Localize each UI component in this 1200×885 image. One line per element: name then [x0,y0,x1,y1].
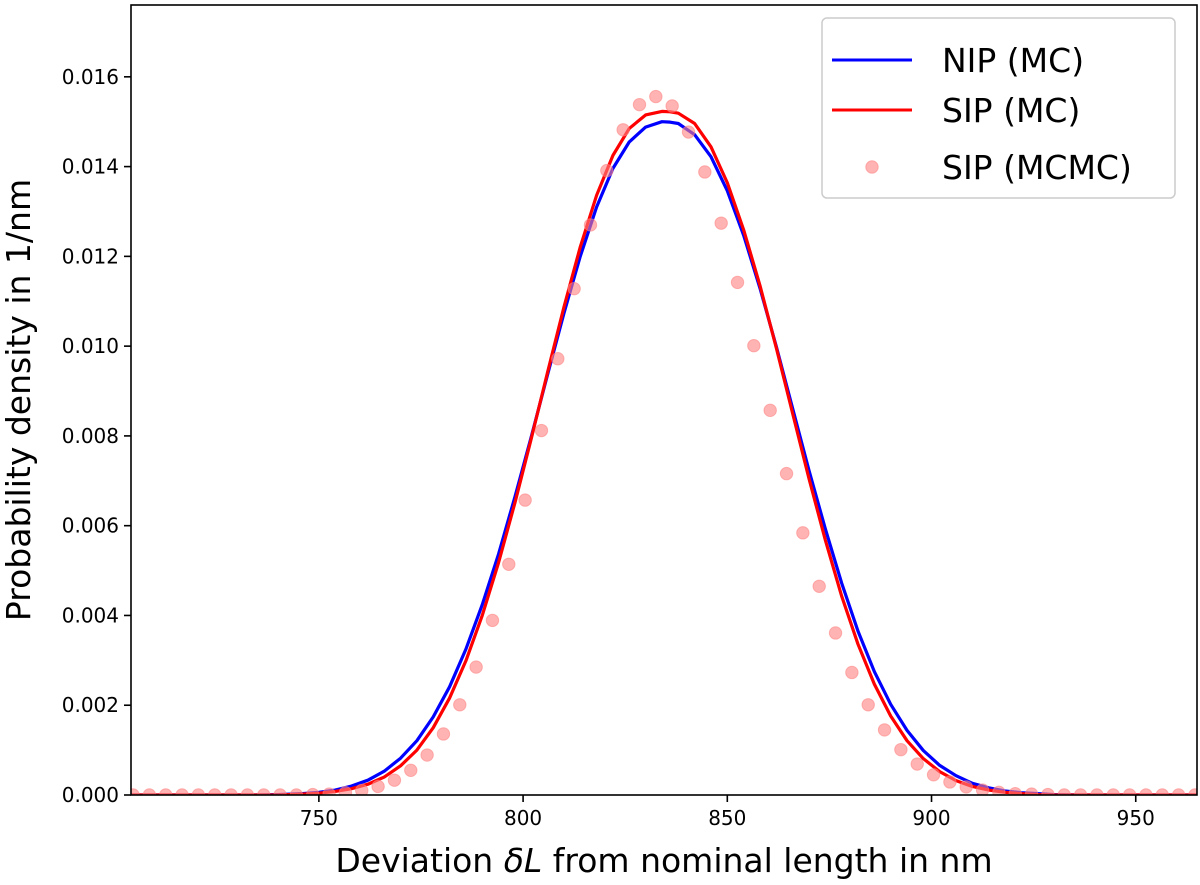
y-tick-label: 0.014 [62,155,119,179]
y-tick-label: 0.016 [62,65,119,89]
x-axis-label: Deviation δL from nominal length in nm [335,841,992,880]
x-tick-label: 950 [1117,806,1155,830]
scatter-point-sip-mcmc [714,216,728,230]
scatter-point-sip-mcmc [681,125,696,139]
series-line-sip-mc [131,109,1197,795]
scatter-point-sip-mcmc [1008,786,1022,795]
y-tick-label: 0.008 [62,424,119,448]
x-tick-label: 900 [912,806,950,830]
scatter-point-sip-mcmc [469,660,483,674]
scatter-point-sip-mcmc [420,748,434,762]
scatter-point-sip-mcmc [534,423,549,438]
legend-label-nip-mc: NIP (MC) [942,41,1084,80]
scatter-point-sip-mcmc [926,768,941,782]
scatter-point-sip-mcmc [338,786,353,795]
scatter-point-sip-mcmc [779,466,794,481]
scatter-point-sip-mcmc [845,665,859,680]
scatter-point-sip-mcmc [355,783,369,795]
legend-label-sip-mcmc: SIP (MCMC) [942,148,1132,187]
scatter-point-sip-mcmc [698,165,712,179]
scatter-point-sip-mcmc [616,123,630,137]
scatter-point-sip-mcmc [943,775,957,789]
x-tick-label: 850 [708,806,746,830]
scatter-point-sip-mcmc [861,698,875,712]
series-line-nip-mc [131,120,1197,795]
legend-label-sip-mc: SIP (MC) [942,91,1080,130]
scatter-point-sip-mcmc [763,403,777,418]
x-tick-label: 750 [300,806,338,830]
scatter-point-sip-mcmc [828,626,843,640]
scatter-point-sip-mcmc [322,787,336,795]
scatter-point-sip-mcmc [877,723,892,737]
y-tick-label: 0.004 [62,603,119,627]
legend: NIP (MC) SIP (MC) SIP (MCMC) [821,17,1176,199]
x-axis: 750 800 850 900 950 [300,795,1155,830]
scatter-point-sip-mcmc [502,557,516,571]
scatter-point-sip-mcmc [910,757,924,771]
scatter-point-sip-mcmc [632,97,647,112]
scatter-point-sip-mcmc [387,773,402,787]
y-axis: 0.000 0.002 0.004 0.006 0.008 0.010 0.012 0.014… [62,65,131,807]
legend-swatch-sip-mcmc [865,160,879,174]
scatter-point-sip-mcmc [649,89,663,104]
scatter-point-sip-mcmc [485,613,500,628]
scatter-point-sip-mcmc [796,526,810,540]
scatter-point-sip-mcmc [518,493,532,507]
series-layer [131,89,1197,795]
legend-box [821,17,1176,199]
y-tick-label: 0.006 [62,514,119,538]
y-tick-label: 0.002 [62,693,119,717]
scatter-point-sip-mcmc [600,163,614,178]
x-axis-label-prefix: Deviation [335,841,503,880]
x-axis-label-suffix: from nominal length in nm [542,841,992,880]
y-tick-label: 0.000 [62,783,119,807]
scatter-point-sip-mcmc [453,698,467,712]
y-tick-label: 0.012 [62,244,119,268]
x-tick-label: 800 [504,806,542,830]
axes-frame [130,4,1198,796]
scatter-point-sip-mcmc [583,218,598,232]
y-tick-label: 0.010 [62,334,119,358]
y-axis-label: Probability density in 1/nm [0,179,38,621]
scatter-point-sip-mcmc [975,783,990,795]
scatter-point-sip-mcmc [551,352,565,366]
scatter-point-sip-mcmc [812,579,826,593]
scatter-point-sip-mcmc [959,780,973,794]
scatter-point-sip-mcmc [567,281,581,296]
scatter-point-sip-mcmc [747,338,761,353]
scatter-point-sip-mcmc [665,99,679,113]
x-axis-label-symbol: δL [504,841,543,880]
scatter-point-sip-mcmc [436,727,451,741]
scatter-point-sip-mcmc [992,785,1006,795]
scatter-point-sip-mcmc [730,275,745,290]
scatter-point-sip-mcmc [894,742,908,757]
scatter-point-sip-mcmc [404,763,418,778]
plot-area [131,89,1197,795]
scatter-point-sip-mcmc [1024,787,1039,795]
scatter-point-sip-mcmc [371,779,385,794]
